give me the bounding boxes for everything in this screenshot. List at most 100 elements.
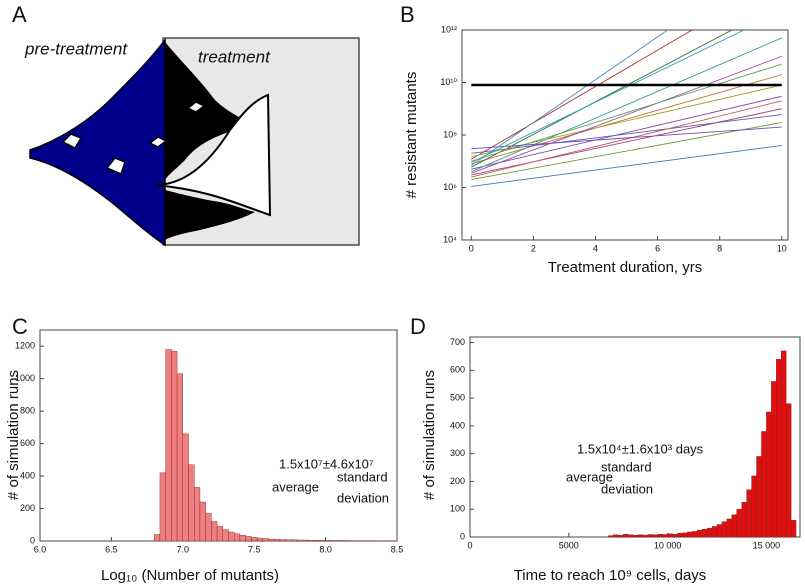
y-tick-label: 10¹² — [441, 24, 457, 34]
histogram-bar — [642, 534, 649, 538]
y-tick-label: 1200 — [15, 341, 35, 351]
y-tick-label: 200 — [450, 476, 465, 486]
histogram-bar — [211, 521, 218, 542]
histogram-bar — [262, 538, 269, 542]
x-tick-label: 0 — [469, 243, 474, 253]
annotation: 1.5x10⁴±1.6x10³ days — [577, 441, 704, 456]
x-axis-label: Time to reach 10⁹ cells, days — [514, 567, 707, 584]
annotation: average — [272, 479, 319, 494]
x-tick-label: 7.5 — [248, 544, 261, 554]
histogram-bar — [701, 529, 708, 538]
histogram-bar — [228, 531, 235, 542]
histogram-bar — [662, 534, 668, 538]
histogram-bar — [790, 520, 797, 538]
annotation: 1.5x10⁷±4.6x10⁷ — [279, 456, 374, 471]
x-tick-label: 15 000 — [753, 540, 781, 550]
histogram-bar — [245, 536, 252, 542]
y-tick-label: 400 — [20, 470, 35, 480]
y-tick-label: 10⁶ — [443, 182, 457, 192]
histogram-bar — [637, 534, 644, 538]
histogram-bar — [171, 350, 178, 542]
y-tick-label: 300 — [450, 448, 465, 458]
series-line — [471, 114, 782, 154]
histogram-bar — [736, 509, 742, 538]
histogram-bar — [766, 411, 772, 538]
x-tick-label: 2 — [531, 243, 536, 253]
x-tick-label: 4 — [593, 243, 598, 253]
histogram-bar — [216, 526, 223, 542]
histogram-bar — [721, 521, 728, 538]
x-tick-label: 0 — [467, 540, 472, 550]
histogram-bar — [746, 489, 752, 538]
y-tick-label: 400 — [450, 420, 465, 430]
histogram-bar — [682, 532, 688, 538]
histogram-bar — [687, 531, 693, 538]
plot-frame — [461, 29, 789, 241]
histogram-bar — [618, 535, 624, 538]
resistant-shape — [165, 190, 255, 240]
y-tick-label: 600 — [450, 365, 465, 375]
histogram-bar — [716, 524, 723, 538]
panel-letter: A — [12, 2, 27, 27]
y-tick-label: 100 — [450, 504, 465, 514]
histogram-bar — [188, 464, 195, 542]
series-line — [471, 108, 782, 176]
histogram-bar — [285, 539, 292, 542]
histogram-bar — [159, 472, 166, 542]
histogram-bar — [319, 540, 326, 542]
series-line — [471, 30, 746, 163]
histogram-bar — [627, 534, 634, 538]
histogram-bar — [761, 431, 767, 538]
series-line — [471, 122, 782, 181]
annotation: standard — [337, 469, 388, 484]
histogram-bar — [726, 518, 733, 538]
series-line — [471, 30, 693, 160]
annotation: standard — [601, 459, 652, 474]
histogram-bar — [667, 533, 673, 538]
regrowth-shape — [154, 93, 272, 217]
x-tick-label: 7.0 — [177, 544, 190, 554]
y-tick-label: 10⁴ — [443, 234, 457, 244]
histogram-bar — [751, 475, 757, 538]
y-tick-label: 500 — [450, 392, 465, 402]
histogram-bar — [296, 539, 303, 542]
histogram-bar — [302, 539, 309, 542]
histogram-bar — [251, 537, 258, 542]
histogram-bar — [785, 403, 792, 538]
x-tick-label: 8 — [717, 243, 722, 253]
y-tick-label: 10⁸ — [443, 129, 457, 139]
x-axis-label: Treatment duration, yrs — [548, 259, 703, 276]
histogram-bar — [291, 539, 298, 542]
x-tick-label: 10 — [777, 243, 787, 253]
x-tick-label: 6.5 — [105, 544, 118, 554]
mutant-clone — [61, 101, 206, 176]
histogram-bar — [741, 502, 747, 538]
pre-treatment-shape — [29, 37, 166, 247]
y-tick-label: 200 — [20, 503, 35, 513]
histogram-bar — [677, 532, 683, 538]
histogram-bar — [199, 501, 206, 542]
lines — [471, 30, 782, 187]
panel-letter: D — [410, 314, 426, 339]
histogram-bar — [176, 373, 183, 542]
x-tick-label: 5000 — [559, 540, 579, 550]
x-tick-label: 8.5 — [391, 544, 404, 554]
y-axis-label: # resistant mutants — [403, 72, 420, 199]
histogram-bar — [325, 540, 332, 542]
histogram-bar — [756, 456, 762, 538]
histogram-bar — [697, 529, 703, 538]
series-line — [471, 55, 782, 174]
histogram-bar — [608, 535, 614, 538]
histogram-bar — [239, 535, 246, 542]
histogram-bar — [706, 527, 713, 538]
y-tick-label: 0 — [30, 535, 35, 545]
histogram-bar — [632, 535, 639, 538]
histogram-bar — [771, 381, 777, 538]
series-line — [471, 144, 782, 187]
y-tick-label: 700 — [450, 337, 465, 347]
series-line — [471, 95, 782, 170]
histogram-bar — [205, 513, 212, 542]
histogram-bar — [268, 538, 275, 542]
y-tick-label: 800 — [20, 406, 35, 416]
